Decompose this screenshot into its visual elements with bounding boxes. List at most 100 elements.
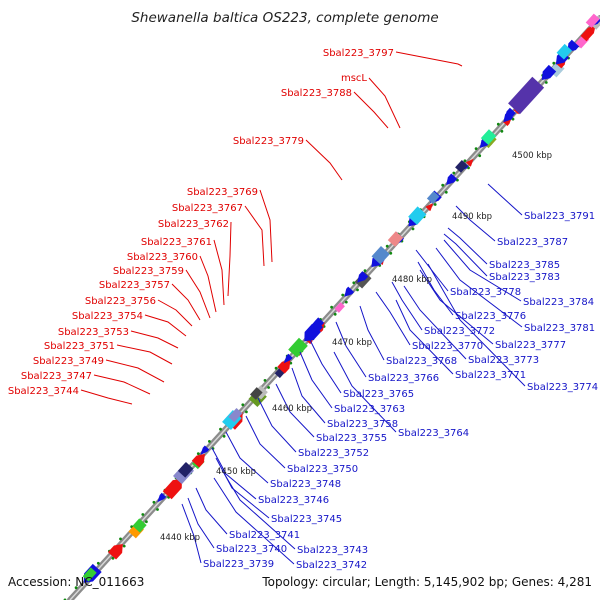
gene-label: Sbal223_3769 (187, 187, 258, 198)
tick-dot (411, 227, 415, 231)
gene-label: Sbal223_3791 (524, 211, 595, 222)
gene-feature (313, 317, 325, 329)
tick-dot (441, 183, 445, 187)
topology-text: Topology: circular; Length: 5,145,902 bp… (261, 575, 592, 589)
tick-dot (267, 386, 270, 389)
gene-label: Sbal223_3778 (450, 287, 521, 298)
gene-arrow (191, 453, 205, 468)
leader-line (309, 339, 342, 394)
gene-block (556, 43, 573, 60)
leader-line (333, 351, 397, 433)
gene-label: Sbal223_3776 (455, 311, 526, 322)
gene-label: Sbal223_3779 (233, 136, 304, 147)
gene-feature (344, 286, 355, 297)
leader-line (157, 299, 193, 327)
gene-block (508, 76, 545, 115)
leader-line (257, 397, 297, 453)
leader-line (187, 497, 215, 549)
gene-block (249, 387, 263, 400)
gene-label: Sbal223_3767 (172, 203, 243, 214)
leader-line (291, 367, 326, 424)
gene-feature (132, 518, 147, 533)
gene-block (408, 206, 427, 225)
gene-feature (249, 387, 263, 400)
gene-label: Sbal223_3748 (270, 479, 341, 490)
gene-label: mscL (341, 73, 367, 84)
gene-label: Sbal223_3757 (99, 280, 170, 291)
gene-arrow (157, 492, 167, 503)
gene-label: Sbal223_3741 (229, 530, 300, 541)
gene-arrow (580, 25, 596, 42)
gene-arrow (465, 158, 474, 167)
kbp-marker: 4480 kbp (392, 275, 432, 285)
gene-label: Sbal223_3747 (21, 371, 92, 382)
leader-line (368, 77, 401, 129)
tick-dot (363, 269, 367, 272)
gene-arrow (283, 353, 293, 364)
tick-dot (385, 244, 389, 248)
gene-feature (408, 206, 427, 225)
gene-arrow (107, 543, 123, 560)
gene-label: Sbal223_3770 (412, 341, 483, 352)
tick-dot (463, 159, 467, 163)
genome-title: Shewanella baltica OS223, complete genom… (131, 10, 438, 26)
kbp-marker: 4450 kbp (216, 467, 256, 477)
tick-dot (222, 434, 226, 438)
tick-dot (452, 171, 456, 175)
gene-feature (580, 25, 596, 42)
leader-line (359, 305, 385, 361)
gene-feature (426, 191, 440, 204)
gene-label: Sbal223_3788 (281, 88, 352, 99)
gene-label: Sbal223_3787 (497, 237, 568, 248)
gene-arrow (567, 39, 580, 52)
gene-label: Sbal223_3781 (524, 323, 595, 334)
tick-dot (500, 129, 504, 133)
kbp-marker: 4460 kbp (272, 404, 312, 414)
leader-line (213, 477, 295, 565)
tick-dot (196, 452, 200, 455)
gene-feature (82, 567, 97, 582)
leader-line (93, 374, 151, 395)
gene-label: Sbal223_3745 (271, 514, 342, 525)
tick-dot (96, 561, 100, 565)
leader-line (80, 389, 133, 405)
gene-feature (567, 39, 580, 52)
gene-label: Sbal223_3783 (489, 272, 560, 283)
gene-label: Sbal223_3764 (398, 428, 469, 439)
gene-features (82, 13, 600, 583)
tick-dot (344, 300, 348, 304)
leader-line (199, 255, 217, 313)
gene-label: Sbal223_3759 (113, 266, 184, 277)
gene-label: Sbal223_3743 (297, 545, 368, 556)
gene-arrow (446, 173, 458, 186)
leader-line (130, 330, 179, 349)
tick-dot (274, 366, 278, 370)
forward-gene-labels: Sbal223_3797 mscL Sbal223_3788 Sbal223_3… (8, 48, 394, 397)
gene-label: Sbal223_3765 (343, 389, 414, 400)
gene-feature (157, 492, 167, 503)
leader-line (144, 314, 187, 337)
tick-dot (152, 500, 156, 504)
gene-label: Sbal223_3773 (468, 355, 539, 366)
tick-dot (74, 586, 78, 590)
kbp-marker: 4470 kbp (332, 338, 372, 348)
gene-block (585, 13, 600, 28)
gene-label: Sbal223_3768 (386, 356, 457, 367)
gene-arrow (277, 359, 291, 374)
gene-block (455, 160, 468, 173)
accession-text: Accession: NC_011663 (8, 575, 144, 589)
tick-dot (245, 410, 248, 414)
gene-block (426, 191, 440, 204)
gene-feature (541, 64, 557, 81)
leader-line (221, 469, 296, 550)
tick-dot (122, 544, 126, 548)
tick-dot (208, 440, 211, 443)
gene-arrow (162, 478, 183, 500)
gene-feature (357, 271, 369, 283)
gene-label: Sbal223_3762 (158, 219, 229, 230)
tick-dot (219, 427, 222, 431)
gene-label: Sbal223_3774 (527, 382, 598, 393)
gene-feature (191, 453, 205, 468)
tick-dot (156, 508, 159, 511)
